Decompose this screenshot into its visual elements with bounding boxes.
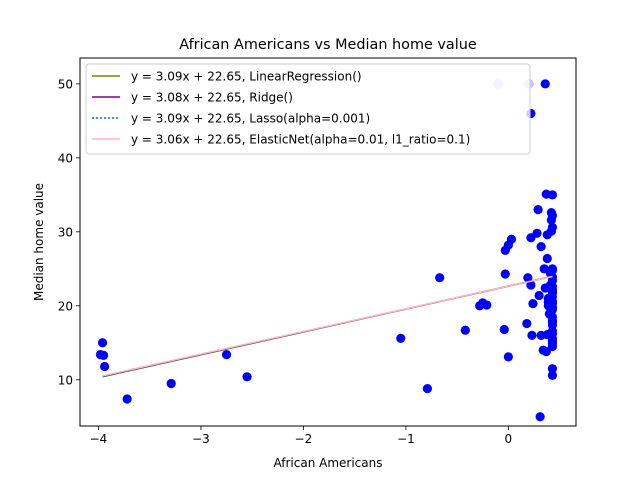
y-axis-label: Median home value [32, 183, 46, 301]
x-axis-ticks: −4 −3 −2 −1 0 [90, 426, 513, 446]
y-tick-label: 20 [58, 299, 73, 313]
data-point [547, 210, 558, 221]
data-point [221, 350, 232, 360]
y-tick-label: 50 [58, 77, 73, 91]
x-tick-label: −4 [90, 432, 108, 446]
plot-area-frame [79, 57, 577, 427]
data-point [533, 205, 543, 215]
y-tick-label: 10 [58, 373, 73, 387]
data-point [536, 242, 546, 252]
data-point [526, 280, 536, 290]
data-point [482, 300, 492, 310]
legend-label: y = 3.09x + 22.65, Lasso(alpha=0.001) [131, 112, 370, 126]
data-point [547, 287, 558, 297]
data-point [547, 222, 558, 232]
data-point [499, 324, 509, 335]
y-tick-label: 40 [58, 151, 73, 165]
y-axis-ticks: 10 20 30 40 50 [58, 77, 80, 387]
data-point [523, 273, 533, 283]
regression-line [102, 275, 553, 377]
data-point [396, 333, 406, 343]
data-point [547, 265, 558, 275]
x-axis-label: African Americans [273, 456, 382, 470]
data-point [166, 378, 176, 389]
x-tick-label: −3 [192, 432, 210, 446]
data-point [506, 234, 517, 244]
legend-entries: y = 3.09x + 22.65, LinearRegression() y =… [92, 70, 470, 147]
chart-title: African Americans vs Median home value [179, 37, 477, 53]
legend-label: y = 3.06x + 22.65, ElasticNet(alpha=0.01… [131, 133, 470, 147]
legend-label: y = 3.09x + 22.65, LinearRegression() [131, 70, 362, 84]
data-point [547, 338, 558, 349]
data-point [547, 370, 558, 380]
data-point [547, 364, 558, 374]
x-tick-label: 0 [505, 432, 513, 446]
data-point [435, 273, 445, 283]
data-point [503, 352, 513, 362]
data-point [532, 228, 542, 238]
data-point [542, 253, 552, 264]
x-tick-label: −1 [397, 432, 415, 446]
data-point [527, 330, 537, 340]
data-point [541, 347, 551, 357]
data-point [460, 325, 470, 335]
data-point [540, 79, 550, 89]
legend-box [85, 63, 531, 155]
regression-lines [102, 275, 553, 378]
data-point [98, 350, 109, 360]
data-point [500, 269, 510, 279]
data-point [242, 372, 252, 382]
data-point [422, 384, 433, 394]
scatter-points [95, 79, 558, 422]
y-tick-label: 30 [58, 225, 73, 239]
data-point [547, 298, 558, 309]
data-point [122, 394, 132, 404]
data-point [535, 412, 545, 422]
data-point [99, 361, 110, 372]
data-point [547, 190, 558, 200]
legend: y = 3.09x + 22.65, LinearRegression() y =… [85, 63, 531, 155]
legend-label: y = 3.08x + 22.65, Ridge() [131, 91, 293, 105]
data-point [534, 290, 544, 301]
data-point [97, 338, 108, 348]
data-point [522, 318, 532, 329]
data-point [528, 298, 538, 309]
x-tick-label: −2 [295, 432, 313, 446]
